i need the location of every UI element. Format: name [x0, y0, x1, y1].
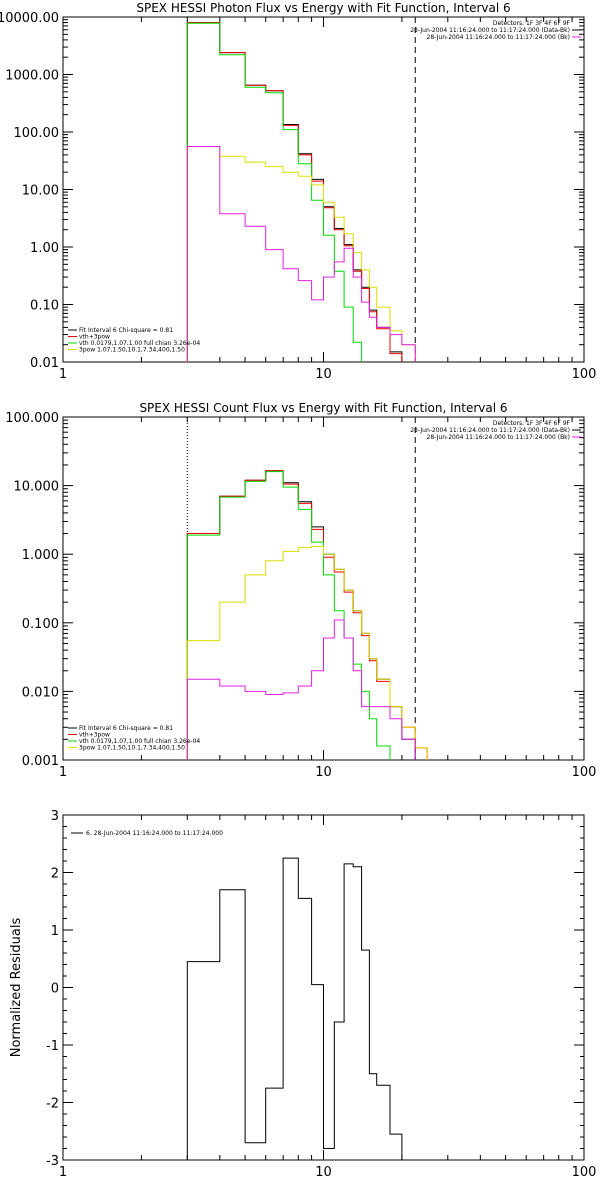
series-line-3: [186, 471, 391, 760]
y-tick-label: 10.000: [14, 480, 60, 495]
y-tick-label: -1: [46, 1039, 59, 1054]
series-line-5: [186, 619, 416, 760]
x-tick-label: 1: [59, 367, 67, 382]
y-tick-label: 10.00: [22, 184, 59, 199]
x-tick-label: 100: [572, 765, 597, 780]
fit-legend-entry: vth+3pow: [79, 334, 110, 341]
x-tick-label: 10: [315, 367, 332, 382]
plot-frame: [62, 416, 585, 761]
y-tick-label: 0.010: [22, 685, 59, 700]
chart-title: SPEX HESSI Count Flux vs Energy with Fit…: [139, 401, 507, 415]
y-tick-label: 1000.00: [5, 69, 59, 84]
y-tick-label: 0.001: [22, 754, 59, 769]
fit-legend-entry: vth 0.0179,1.07,1.00 full chian 3.26e-04: [79, 340, 200, 347]
y-tick-label: 0.100: [22, 617, 59, 632]
top-legend-entry: 28-Jun-2004 11:16:24.000 to 11:17:24.000…: [427, 34, 570, 41]
panel-1: SPEX HESSI Photon Flux vs Energy with Fi…: [0, 1, 596, 382]
series-group: [186, 857, 403, 1160]
series-line-5: [186, 146, 416, 362]
y-tick-label: 100.000: [5, 411, 59, 426]
x-tick-label: 100: [572, 1165, 597, 1180]
series-line-1: [186, 857, 403, 1160]
fit-legend-entry: vth 0.0179,1.07,1.00 full chian 3.26e-04: [79, 738, 200, 745]
y-tick-label: 0.10: [30, 299, 59, 314]
y-axis-label: Normalized Residuals: [9, 918, 24, 1058]
y-tick-label: 10000.00: [0, 11, 59, 26]
y-tick-label: -3: [46, 1154, 59, 1169]
series-group: [186, 470, 428, 760]
x-tick-label: 1: [59, 1165, 67, 1180]
fit-legend-entry: 3pow 1.07,1.50,10.1,7.34,400,1.50: [79, 745, 185, 752]
fit-legend-entry: Fit Interval 6 Chi-square = 0.81: [79, 327, 173, 334]
y-tick-label: 0.01: [30, 356, 59, 371]
y-tick-label: 1.00: [30, 241, 59, 256]
top-legend-entry: Detectors: 1F 3F 4F 6F 9F: [493, 20, 571, 27]
x-tick-label: 100: [572, 367, 597, 382]
y-tick-label: 100.00: [14, 126, 60, 141]
x-tick-label: 1: [59, 765, 67, 780]
residual-legend-entry: 6. 28-Jun-2004 11:16:24.000 to 11:17:24.…: [86, 830, 223, 837]
top-legend-entry: 28-Jun-2004 11:16:24.000 to 11:17:24.000…: [410, 27, 570, 34]
top-legend-entry: 28-Jun-2004 11:16:24.000 to 11:17:24.000…: [410, 427, 570, 434]
fit-legend-entry: Fit Interval 6 Chi-square = 0.81: [79, 725, 173, 732]
series-line-2: [186, 22, 403, 362]
y-tick-label: 1: [51, 924, 59, 939]
y-tick-label: -2: [46, 1097, 59, 1112]
y-tick-label: 1.000: [22, 548, 59, 563]
series-group: [186, 22, 416, 362]
top-legend-entry: 28-Jun-2004 11:16:24.000 to 11:17:24.000…: [427, 434, 570, 441]
series-line-1: [186, 22, 403, 362]
fit-legend-entry: 3pow 1.07,1.50,10.1,7.34,400,1.50: [79, 347, 185, 354]
y-tick-label: 0: [51, 982, 59, 997]
chart-title: SPEX HESSI Photon Flux vs Energy with Fi…: [136, 1, 510, 15]
fit-legend-entry: vth+3pow: [79, 732, 110, 739]
y-tick-label: 3: [51, 809, 59, 824]
x-tick-label: 10: [315, 765, 332, 780]
panel-2: SPEX HESSI Count Flux vs Energy with Fit…: [5, 401, 596, 780]
top-legend-entry: Detectors: 1F 3F 4F 6F 9F: [493, 420, 571, 427]
series-line-3: [186, 22, 363, 362]
y-tick-label: 2: [51, 867, 59, 882]
x-tick-label: 10: [315, 1165, 332, 1180]
